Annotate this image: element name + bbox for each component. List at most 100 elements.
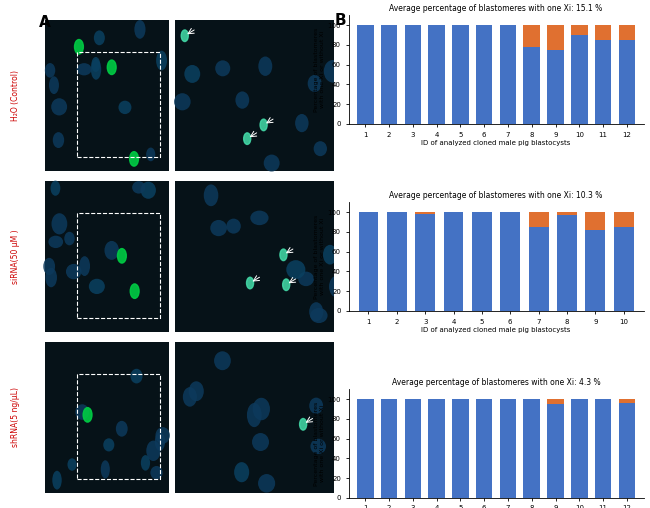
- Ellipse shape: [253, 398, 270, 420]
- Bar: [175, 20, 340, 171]
- Ellipse shape: [146, 147, 155, 161]
- Y-axis label: Percentage of blastomeres
with one Xi or without Xi: Percentage of blastomeres with one Xi or…: [314, 214, 325, 299]
- Bar: [428, 399, 445, 498]
- Ellipse shape: [118, 101, 131, 114]
- Ellipse shape: [247, 403, 261, 427]
- Ellipse shape: [92, 57, 100, 72]
- Bar: [619, 399, 635, 403]
- Bar: [614, 212, 634, 227]
- Bar: [443, 212, 463, 311]
- Ellipse shape: [141, 455, 150, 470]
- Bar: [619, 40, 635, 124]
- Ellipse shape: [79, 256, 90, 276]
- Bar: [357, 399, 374, 498]
- Text: shRNA(5 ng/μL): shRNA(5 ng/μL): [11, 388, 20, 448]
- Bar: [619, 25, 635, 40]
- Bar: [547, 404, 564, 498]
- Ellipse shape: [226, 218, 240, 234]
- Circle shape: [260, 119, 267, 131]
- Ellipse shape: [307, 75, 322, 92]
- Circle shape: [83, 407, 92, 422]
- Ellipse shape: [214, 352, 231, 370]
- Bar: [571, 399, 588, 498]
- Ellipse shape: [185, 65, 200, 83]
- Ellipse shape: [155, 427, 170, 443]
- Bar: [500, 399, 516, 498]
- Ellipse shape: [311, 439, 326, 454]
- Ellipse shape: [89, 279, 105, 294]
- Ellipse shape: [188, 382, 204, 401]
- Ellipse shape: [258, 56, 272, 76]
- Bar: [415, 212, 435, 214]
- Text: siRNA(50 μM ): siRNA(50 μM ): [11, 229, 20, 284]
- Bar: [476, 25, 493, 124]
- Ellipse shape: [75, 404, 89, 420]
- Bar: [557, 215, 577, 311]
- Bar: [547, 399, 564, 404]
- Bar: [45, 342, 169, 493]
- Ellipse shape: [49, 76, 59, 94]
- Bar: [175, 181, 340, 332]
- Bar: [619, 403, 635, 498]
- Bar: [614, 227, 634, 311]
- Title: Average percentage of blastomeres with one Xi: 10.3 %: Average percentage of blastomeres with o…: [389, 191, 603, 200]
- Circle shape: [118, 248, 126, 263]
- Bar: [571, 35, 588, 124]
- Ellipse shape: [286, 260, 306, 279]
- Bar: [381, 399, 397, 498]
- Bar: [387, 212, 407, 311]
- Text: H₂O (Control): H₂O (Control): [11, 70, 20, 121]
- Bar: [595, 25, 612, 40]
- Bar: [77, 52, 160, 157]
- Ellipse shape: [314, 141, 327, 156]
- Ellipse shape: [146, 440, 161, 461]
- Y-axis label: Percentage of blastomeres
with one Xi or without Xi: Percentage of blastomeres with one Xi or…: [314, 401, 325, 486]
- Bar: [595, 40, 612, 124]
- X-axis label: ID of analyzed cloned male pig blastocysts: ID of analyzed cloned male pig blastocys…: [421, 327, 571, 333]
- Ellipse shape: [150, 466, 162, 480]
- Bar: [381, 25, 397, 124]
- Ellipse shape: [77, 63, 92, 75]
- Ellipse shape: [298, 272, 314, 286]
- Ellipse shape: [45, 63, 55, 78]
- Bar: [452, 25, 469, 124]
- Ellipse shape: [51, 181, 60, 196]
- Circle shape: [181, 30, 188, 42]
- Ellipse shape: [309, 302, 323, 321]
- Circle shape: [75, 40, 83, 54]
- Text: B: B: [335, 13, 346, 28]
- Bar: [77, 374, 160, 479]
- Ellipse shape: [329, 276, 344, 297]
- Bar: [557, 212, 577, 215]
- Bar: [404, 399, 421, 498]
- Circle shape: [130, 284, 139, 298]
- Circle shape: [244, 133, 251, 144]
- Title: Average percentage of blastomeres with one Xi: 15.1 %: Average percentage of blastomeres with o…: [389, 4, 603, 13]
- Circle shape: [129, 152, 138, 166]
- Ellipse shape: [101, 460, 110, 479]
- Ellipse shape: [234, 462, 249, 482]
- Circle shape: [300, 419, 307, 430]
- Ellipse shape: [64, 232, 75, 245]
- Bar: [571, 25, 588, 35]
- Ellipse shape: [211, 220, 227, 236]
- Ellipse shape: [295, 114, 309, 132]
- Bar: [523, 399, 540, 498]
- Ellipse shape: [155, 432, 165, 451]
- Bar: [175, 342, 340, 493]
- Bar: [415, 214, 435, 311]
- Ellipse shape: [52, 471, 62, 490]
- Ellipse shape: [203, 184, 218, 206]
- Ellipse shape: [323, 245, 337, 265]
- Ellipse shape: [132, 181, 146, 194]
- Bar: [586, 230, 605, 311]
- Bar: [528, 212, 549, 227]
- X-axis label: ID of analyzed cloned male pig blastocysts: ID of analyzed cloned male pig blastocys…: [421, 140, 571, 146]
- Bar: [357, 25, 374, 124]
- Ellipse shape: [105, 241, 119, 260]
- Ellipse shape: [48, 236, 63, 248]
- Ellipse shape: [44, 258, 55, 275]
- Ellipse shape: [258, 474, 275, 493]
- Title: Average percentage of blastomeres with one Xi: 4.3 %: Average percentage of blastomeres with o…: [392, 378, 601, 387]
- Bar: [586, 212, 605, 230]
